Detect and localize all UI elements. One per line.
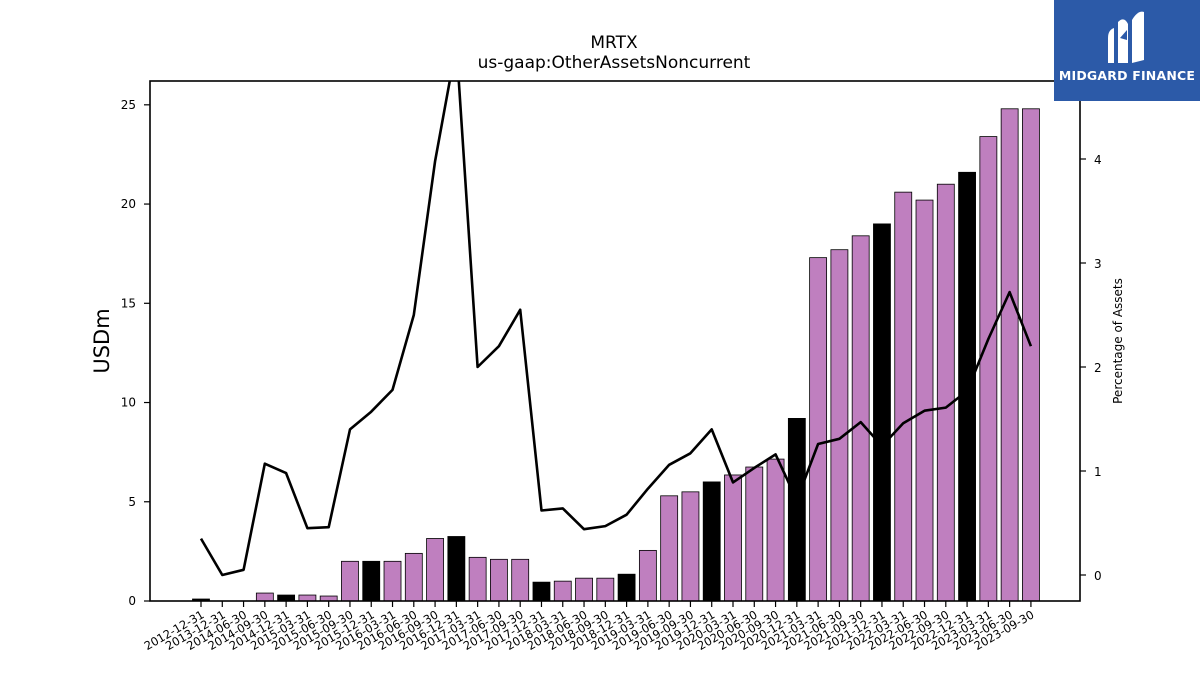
bar [383, 560, 402, 602]
midgard-logo-icon [1108, 11, 1144, 63]
brand-logo: MIDGARD FINANCE [1054, 0, 1200, 101]
y-axis-left: 0 5 10 15 20 25 [121, 98, 150, 608]
bar [851, 235, 870, 602]
y-tick-label: 5 [128, 495, 136, 509]
y2-tick-label: 2 [1094, 361, 1102, 375]
bar [404, 552, 423, 602]
bar [915, 199, 934, 602]
y-axis-label-left: USDm [90, 308, 114, 373]
y-axis-right: 0 1 2 3 4 [1080, 153, 1102, 583]
chart-title: MRTX [590, 33, 638, 53]
bar [894, 191, 913, 602]
series-line [199, 81, 1033, 577]
bar [830, 249, 849, 602]
bar [490, 558, 508, 602]
bar [873, 223, 891, 602]
bar [298, 594, 317, 602]
y2-tick-label: 3 [1094, 257, 1102, 271]
bar [745, 466, 764, 602]
bar [1000, 108, 1019, 602]
bar [724, 474, 742, 602]
bar [447, 536, 466, 602]
bar [277, 594, 296, 602]
bar-series [192, 108, 1040, 602]
plot-frame [149, 80, 1081, 602]
y2-tick-label: 1 [1094, 465, 1102, 479]
bar [617, 573, 636, 602]
bar [787, 418, 806, 602]
bar [809, 257, 828, 602]
brand-name: MIDGARD FINANCE [1058, 68, 1196, 83]
bar [681, 491, 700, 602]
bar [638, 549, 657, 602]
bar [660, 495, 679, 602]
bar [936, 183, 955, 602]
y-tick-label: 25 [121, 98, 136, 112]
bar [341, 560, 359, 602]
y-tick-label: 20 [121, 197, 136, 211]
bar [468, 556, 487, 602]
y-tick-label: 10 [121, 396, 136, 410]
chart-subtitle: us-gaap:OtherAssetsNoncurrent [478, 53, 751, 73]
bar [702, 481, 721, 602]
bar [766, 458, 785, 602]
bar [575, 577, 593, 602]
bar [255, 592, 274, 602]
line-series [199, 81, 1033, 577]
y2-tick-label: 0 [1094, 569, 1102, 583]
bar [511, 558, 530, 602]
x-axis: 2012-12-312013-12-312014-06-302014-09-30… [142, 601, 1036, 653]
y2-tick-label: 4 [1094, 153, 1102, 167]
y-tick-label: 0 [128, 594, 136, 608]
y-tick-label: 15 [121, 296, 136, 310]
bar [979, 136, 998, 602]
y-axis-label-right: Percentage of Assets [1111, 278, 1125, 404]
bar [426, 538, 444, 602]
bar [553, 580, 572, 602]
bar [958, 171, 976, 602]
bar [532, 581, 551, 602]
bar [596, 577, 615, 602]
bar [1022, 108, 1040, 602]
bar [362, 560, 381, 602]
